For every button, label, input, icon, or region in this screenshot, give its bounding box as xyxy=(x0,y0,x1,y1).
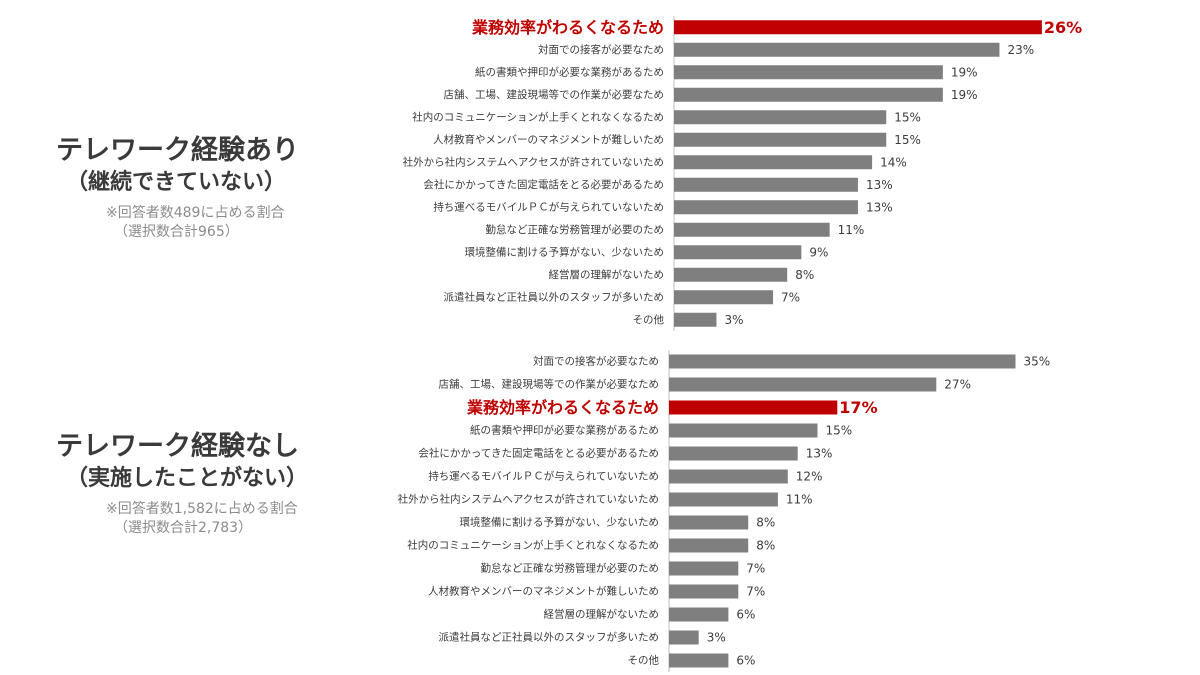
bar xyxy=(669,423,818,438)
category-label: 会社にかかってきた固定電話をとる必要があるため xyxy=(423,178,664,191)
data-label: 11% xyxy=(786,493,813,507)
category-label: 環境整備に割ける予算がない、少ないため xyxy=(460,516,660,529)
category-label: 社外から社内システムへアクセスが許されていないため xyxy=(403,155,664,168)
data-label: 9% xyxy=(809,245,828,259)
bar xyxy=(674,267,788,282)
data-label: 13% xyxy=(806,447,833,461)
category-label: 持ち運べるモバイルＰＣが与えられていないため xyxy=(428,470,659,483)
category-label: 紙の書類や押印が必要な業務があるため xyxy=(470,424,659,437)
category-label: 紙の書類や押印が必要な業務があるため xyxy=(475,65,664,78)
data-label: 7% xyxy=(746,585,765,599)
category-label: 環境整備に割ける予算がない、少ないため xyxy=(465,245,665,258)
bar xyxy=(669,400,838,415)
category-label: 経営層の理解がないため xyxy=(544,608,660,621)
selection-note: （選択数合計965） xyxy=(114,224,239,240)
category-label: 店舗、工場、建設現場等での作業が必要なため xyxy=(439,378,660,391)
category-label: 社内のコミュニケーションが上手くとれなくなるため xyxy=(407,539,659,552)
data-label: 26% xyxy=(1044,18,1082,37)
bar-group-inexperienced: 対面での接客が必要なため 35% 店舗、工場、建設現場等での作業が必要なため 27% 業… xyxy=(398,350,1051,672)
bar xyxy=(674,200,858,215)
data-label: 19% xyxy=(951,88,978,102)
data-label: 11% xyxy=(838,223,865,237)
category-label: その他 xyxy=(628,654,660,667)
bar xyxy=(674,290,774,305)
data-label: 7% xyxy=(781,290,800,304)
bar xyxy=(669,630,699,645)
bar xyxy=(674,155,873,170)
group-subtitle: （実施したことがない） xyxy=(66,466,309,491)
bar xyxy=(669,538,749,553)
bar xyxy=(674,132,887,147)
bar xyxy=(674,65,943,80)
bar xyxy=(674,20,1042,35)
bar xyxy=(669,653,729,668)
bar xyxy=(669,584,739,599)
data-label: 3% xyxy=(707,631,726,645)
category-label: 経営層の理解がないため xyxy=(549,268,665,281)
category-label: 持ち運べるモバイルＰＣが与えられていないため xyxy=(433,200,664,213)
group-title: テレワーク経験なし xyxy=(56,431,299,462)
bar xyxy=(674,222,830,237)
bar xyxy=(674,245,802,260)
category-label: 派遣社員など正社員以外のスタッフが多いため xyxy=(444,290,665,303)
category-label: 人材教育やメンバーのマネジメントが難しいため xyxy=(428,585,659,598)
data-label: 8% xyxy=(756,516,775,530)
bar xyxy=(669,607,729,622)
data-label: 27% xyxy=(944,378,971,392)
bar xyxy=(669,377,937,392)
group-label-inexperienced: テレワーク経験なし （実施したことがない） ※回答者数1,582に占める割合 （… xyxy=(56,430,308,538)
bar xyxy=(674,42,1000,57)
bar-group-experienced: 業務効率がわるくなるため 26% 対面での接客が必要なため 23% 紙の書類や押印が必要… xyxy=(403,16,1082,331)
category-label: 店舗、工場、建設現場等での作業が必要なため xyxy=(444,88,665,101)
bar xyxy=(674,110,887,125)
category-label: その他 xyxy=(633,313,665,326)
category-label: 業務効率がわるくなるため xyxy=(466,398,659,417)
respondent-note: ※回答者数489に占める割合 xyxy=(106,205,285,221)
data-label: 13% xyxy=(866,200,893,214)
data-label: 14% xyxy=(880,155,907,169)
category-label: 会社にかかってきた固定電話をとる必要があるため xyxy=(418,447,659,460)
data-label: 7% xyxy=(746,562,765,576)
data-label: 13% xyxy=(866,178,893,192)
data-label: 8% xyxy=(756,539,775,553)
category-label: 人材教育やメンバーのマネジメントが難しいため xyxy=(433,133,664,146)
data-label: 8% xyxy=(795,268,814,282)
selection-note: （選択数合計2,783） xyxy=(114,520,253,536)
bar xyxy=(674,312,717,327)
data-label: 3% xyxy=(724,313,743,327)
category-label: 対面での接客が必要なため xyxy=(538,43,664,56)
category-label: 社外から社内システムへアクセスが許されていないため xyxy=(398,493,659,506)
data-label: 12% xyxy=(796,470,823,484)
data-label: 15% xyxy=(894,110,921,124)
bar xyxy=(669,446,798,461)
data-label: 19% xyxy=(951,65,978,79)
group-title: テレワーク経験あり xyxy=(56,135,299,166)
data-label: 17% xyxy=(839,398,877,417)
category-label: 業務効率がわるくなるため xyxy=(471,18,664,37)
data-label: 15% xyxy=(894,133,921,147)
respondent-note: ※回答者数1,582に占める割合 xyxy=(106,501,298,517)
bar xyxy=(669,354,1016,369)
data-label: 6% xyxy=(736,654,755,668)
bar xyxy=(669,515,749,530)
group-subtitle: （継続できていない） xyxy=(66,170,287,195)
bar xyxy=(669,561,739,576)
category-label: 勤怠など正確な労務管理が必要のため xyxy=(486,223,665,236)
category-label: 勤怠など正確な労務管理が必要のため xyxy=(481,562,660,575)
bar xyxy=(674,87,943,102)
data-label: 23% xyxy=(1007,43,1034,57)
data-label: 6% xyxy=(736,608,755,622)
bar xyxy=(674,177,858,192)
category-label: 派遣社員など正社員以外のスタッフが多いため xyxy=(439,631,660,644)
category-label: 社内のコミュニケーションが上手くとれなくなるため xyxy=(412,110,664,123)
group-label-experienced: テレワーク経験あり （継続できていない） ※回答者数489に占める割合 （選択数… xyxy=(56,134,299,242)
data-label: 15% xyxy=(826,424,853,438)
bar xyxy=(669,469,788,484)
category-label: 対面での接客が必要なため xyxy=(533,355,659,368)
data-label: 35% xyxy=(1024,355,1051,369)
bar xyxy=(669,492,778,507)
